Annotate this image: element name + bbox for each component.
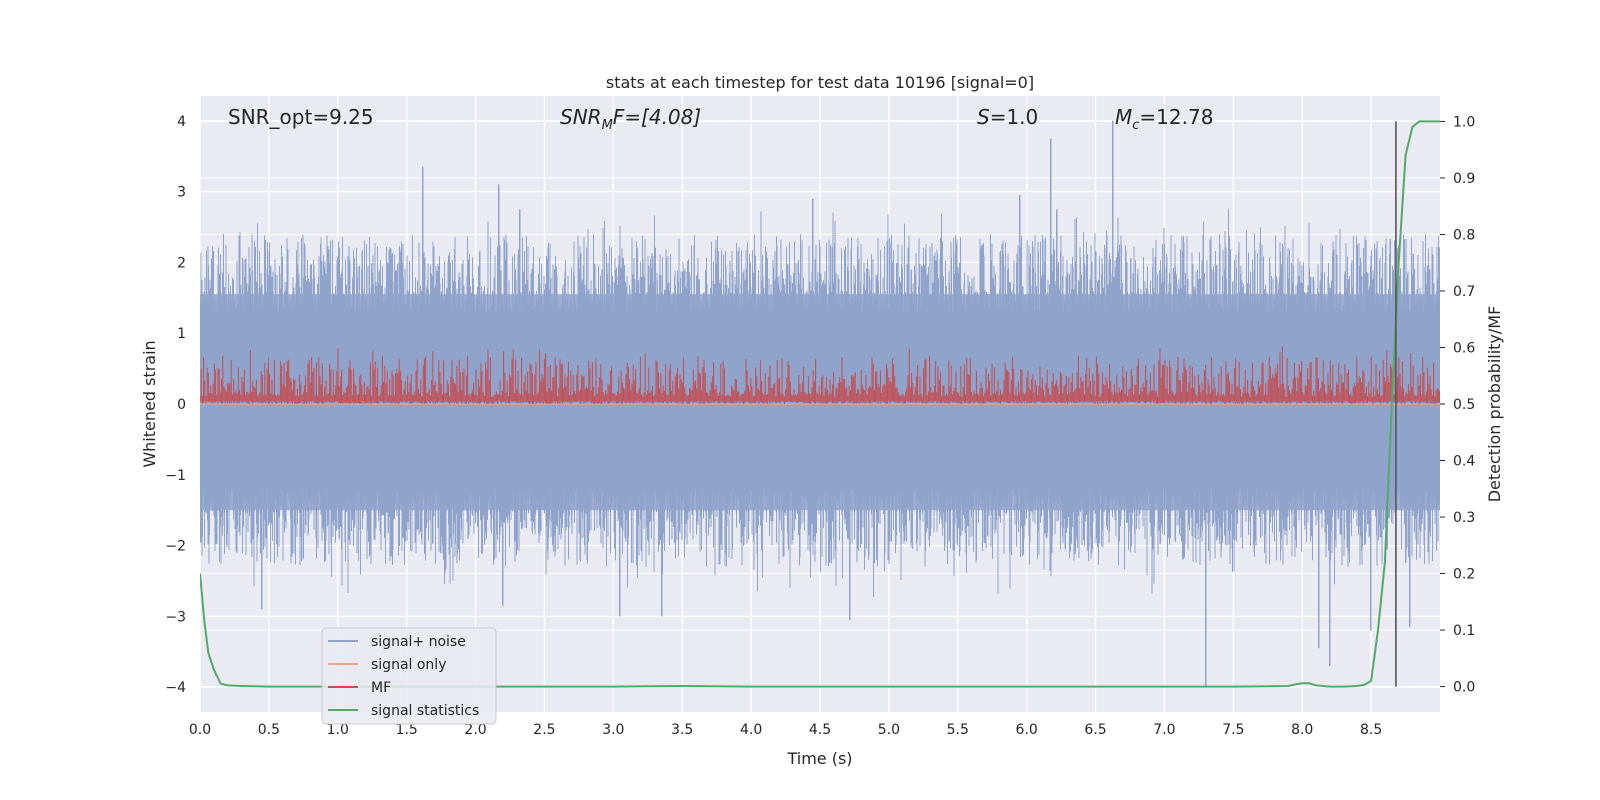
y-tick-label: −1 (165, 468, 186, 484)
right-y-axis-label: Detection probability/MF (1485, 306, 1504, 503)
x-tick-label: 5.0 (878, 722, 900, 738)
y-tick-label: 4 (177, 114, 186, 130)
right-y-tick-label: 0.0 (1453, 680, 1475, 696)
y-tick-label: 2 (177, 255, 186, 271)
right-y-tick-label: 0.9 (1453, 171, 1475, 187)
legend-label-signal-noise: signal+ noise (371, 634, 466, 650)
x-tick-label: 0.0 (189, 722, 211, 738)
x-tick-label: 1.0 (327, 722, 349, 738)
x-tick-label: 6.0 (1016, 722, 1038, 738)
right-y-tick-label: 0.1 (1453, 623, 1475, 639)
legend-label-mf: MF (371, 680, 391, 696)
annotation-s: S=1.0 (977, 105, 1038, 129)
y-tick-label: 0 (177, 397, 186, 413)
right-y-tick-label: 0.6 (1453, 340, 1475, 356)
x-axis-ticks: 0.0 0.5 1.0 1.5 2.0 2.5 3.0 3.5 4.0 4.5 5.0 5.5 6.0 6… (189, 722, 1382, 738)
x-tick-label: 8.0 (1291, 722, 1313, 738)
x-tick-label: 3.0 (602, 722, 624, 738)
y-tick-label: 3 (177, 185, 186, 201)
annotation-mc: Mc=12.78 (1115, 105, 1213, 133)
legend: signal+ noise signal only MF signal stat… (321, 627, 497, 725)
right-y-tick-label: 0.7 (1453, 284, 1475, 300)
y-tick-label: −2 (165, 539, 186, 555)
x-tick-label: 7.5 (1222, 722, 1244, 738)
annotation-snr-opt: SNR_opt=9.25 (228, 105, 374, 129)
x-tick-label: 8.5 (1360, 722, 1382, 738)
right-y-tick-label: 1.0 (1453, 114, 1475, 130)
right-y-axis-ticks: 0.0 0.1 0.2 0.3 0.4 0.5 0.6 0.7 0.8 0.9 1.0 (1440, 114, 1475, 696)
x-tick-label: 4.0 (740, 722, 762, 738)
right-y-tick-label: 0.8 (1453, 227, 1475, 243)
x-tick-label: 0.5 (258, 722, 280, 738)
annotation-snr-mf: SNRMF=[4.08] (560, 105, 701, 133)
series-mf (200, 345, 1440, 404)
y-tick-label: −3 (165, 609, 186, 625)
x-tick-label: 7.0 (1153, 722, 1175, 738)
right-y-tick-label: 0.2 (1453, 567, 1475, 583)
y-tick-label: 1 (177, 326, 186, 342)
legend-label-signal-only: signal only (371, 657, 446, 673)
x-tick-label: 6.5 (1084, 722, 1106, 738)
x-tick-label: 2.0 (464, 722, 486, 738)
y-axis-label: Whitened strain (140, 340, 159, 467)
legend-label-signal-statistics: signal statistics (371, 703, 479, 719)
right-y-tick-label: 0.3 (1453, 510, 1475, 526)
chart-title: stats at each timestep for test data 101… (606, 73, 1034, 92)
x-tick-label: 2.5 (533, 722, 555, 738)
x-axis-label: Time (s) (786, 749, 852, 768)
x-tick-label: 3.5 (671, 722, 693, 738)
y-axis-ticks: −4 −3 −2 −1 0 1 2 3 4 (165, 114, 186, 696)
x-tick-label: 4.5 (809, 722, 831, 738)
legend-box (321, 627, 497, 725)
y-tick-label: −4 (165, 680, 186, 696)
x-tick-label: 1.5 (396, 722, 418, 738)
right-y-tick-label: 0.5 (1453, 397, 1475, 413)
right-y-tick-label: 0.4 (1453, 454, 1475, 470)
series-signal-statistics (200, 120, 1440, 688)
x-tick-label: 5.5 (947, 722, 969, 738)
